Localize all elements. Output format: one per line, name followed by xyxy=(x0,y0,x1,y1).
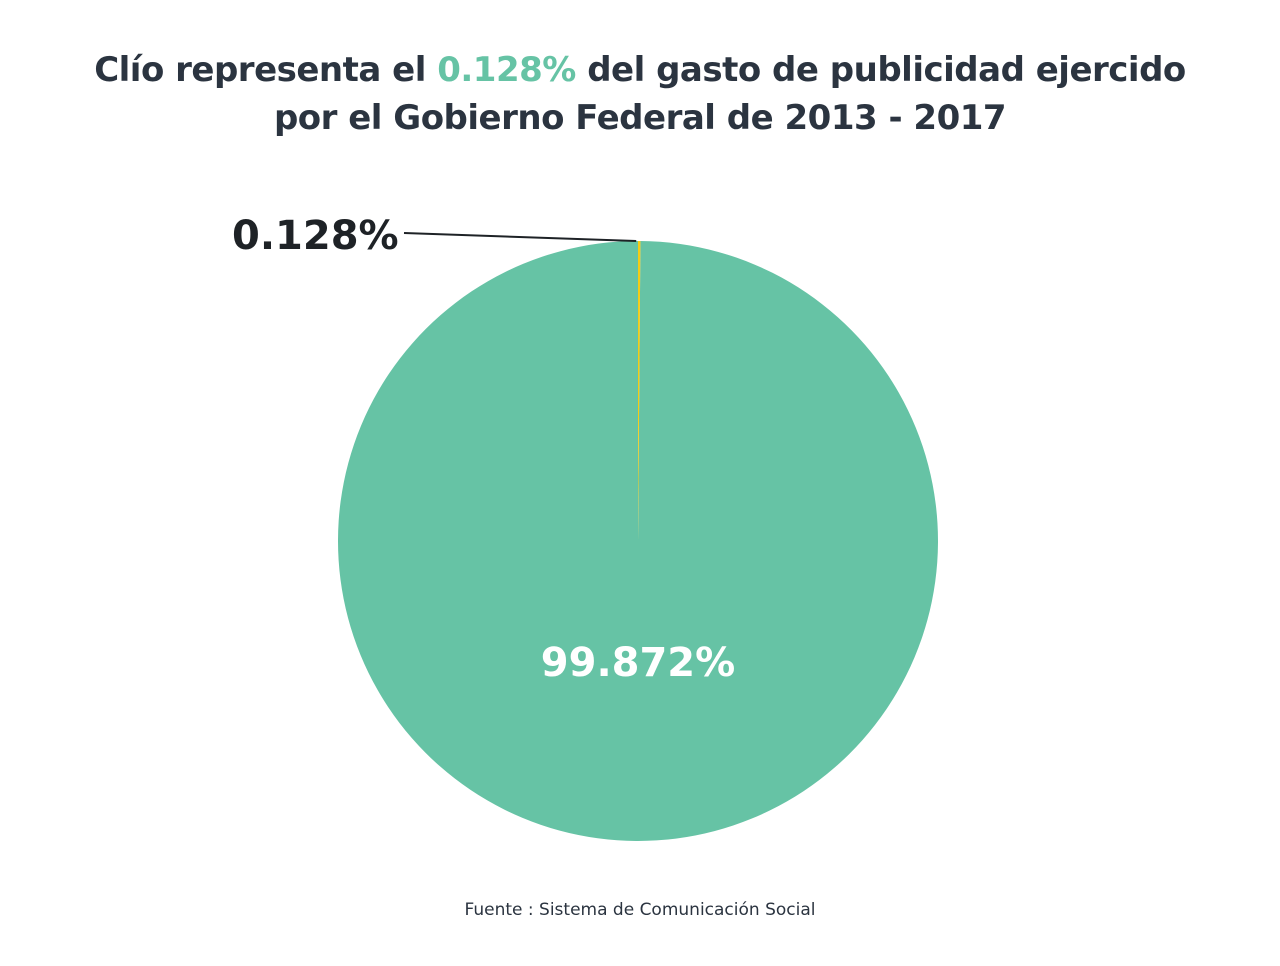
title-highlight: 0.128% xyxy=(437,50,576,90)
source-note: Fuente : Sistema de Comunicación Social xyxy=(464,900,816,920)
leader-line xyxy=(403,232,637,243)
pie-slice-0 xyxy=(638,241,641,541)
pie-slice-1 xyxy=(337,241,938,842)
title-part-1: Clío representa el xyxy=(94,50,438,90)
title-part-2: del gasto de publicidad ejercido xyxy=(575,50,1186,90)
chart-title-line-2: por el Gobierno Federal de 2013 - 2017 xyxy=(273,98,1007,138)
slice-label-large: 99.872% xyxy=(541,640,735,686)
pie-slices xyxy=(337,241,938,842)
slice-label-small: 0.128% xyxy=(232,213,399,259)
chart-title: Clío representa el 0.128% del gasto de p… xyxy=(0,46,1280,142)
chart-title-line-1: Clío representa el 0.128% del gasto de p… xyxy=(0,46,1280,94)
